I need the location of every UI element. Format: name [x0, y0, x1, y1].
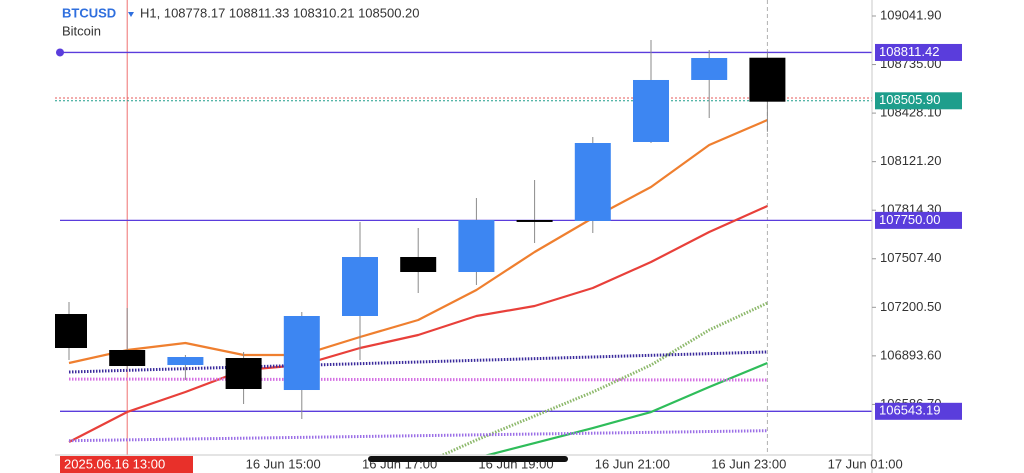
symbol[interactable]: BTCUSD	[62, 5, 116, 20]
x-tick-label: 16 Jun 23:00	[711, 456, 786, 471]
y-tick-label: 107507.40	[880, 250, 941, 265]
level-handle	[56, 48, 64, 57]
candle-body	[167, 357, 204, 366]
price-label: 108505.90	[879, 92, 940, 107]
indicator-line	[439, 301, 769, 455]
y-tick-label: 107200.50	[880, 299, 941, 314]
x-tick-label: 16 Jun 15:00	[246, 456, 321, 471]
price-label-bg	[875, 92, 962, 110]
scrollbar[interactable]	[368, 456, 568, 462]
description: Bitcoin	[62, 23, 101, 38]
crosshair-label: 2025.06.16 13:00	[64, 456, 165, 471]
indicator-line	[68, 429, 768, 443]
price-label: 107750.00	[879, 212, 940, 227]
axes: 109041.90108735.00108428.10108121.201078…	[60, 7, 962, 473]
y-tick-label: 106893.60	[880, 347, 941, 362]
indicator-line	[68, 118, 768, 365]
candle-body	[458, 220, 495, 273]
candle-body	[109, 349, 146, 367]
indicator-line	[68, 204, 768, 443]
symbol-dropdown-icon[interactable]	[128, 12, 134, 17]
indicator-line	[68, 350, 768, 374]
plot-area	[55, 0, 872, 455]
price-label: 106543.19	[879, 403, 940, 418]
candle-body	[55, 314, 87, 349]
candle-body	[749, 57, 786, 102]
x-tick-label: 17 Jun 01:00	[828, 456, 903, 471]
y-tick-label: 108121.20	[880, 153, 941, 168]
y-tick-label: 109041.90	[880, 7, 941, 22]
x-tick-label: 16 Jun 21:00	[595, 456, 670, 471]
candle-body	[574, 143, 611, 221]
indicator-line	[68, 377, 768, 382]
candle-body	[342, 257, 378, 317]
price-label-bg	[875, 43, 962, 61]
price-label-bg	[875, 211, 962, 229]
price-label-bg	[875, 402, 962, 420]
crosshair-label-bg	[60, 456, 193, 473]
candle-body	[691, 57, 728, 80]
candle-body	[283, 316, 320, 391]
candle-body	[633, 79, 669, 142]
quote: H1, 108778.17 108811.33 108310.21 108500…	[140, 5, 420, 20]
candle-body	[400, 257, 437, 273]
price-label: 108811.42	[879, 44, 940, 59]
indicator-line	[483, 361, 768, 455]
candle-body	[516, 220, 553, 222]
candle-body	[225, 358, 262, 389]
